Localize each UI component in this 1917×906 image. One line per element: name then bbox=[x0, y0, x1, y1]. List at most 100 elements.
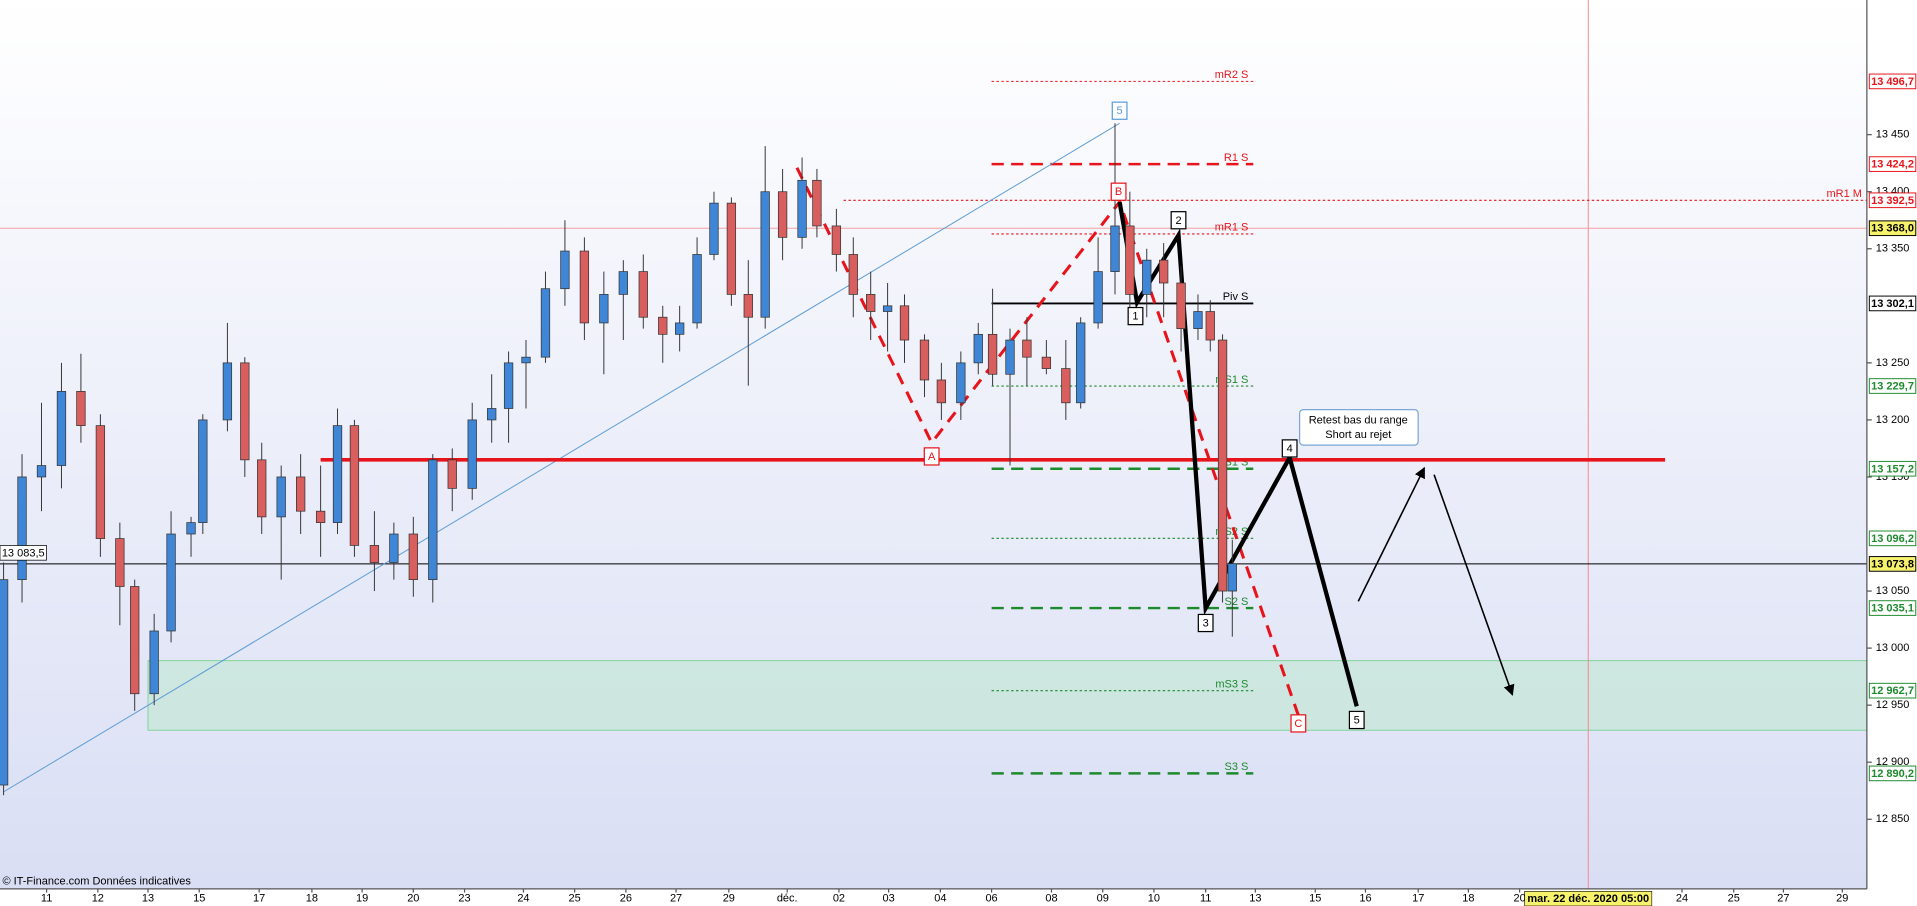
y-tick-label: 13 350 bbox=[1876, 243, 1910, 255]
candle-body bbox=[276, 476, 286, 518]
candle-body bbox=[296, 476, 306, 512]
candle-body bbox=[1125, 225, 1135, 295]
level-name: S2 S bbox=[1225, 596, 1249, 608]
wave-label-box bbox=[1110, 182, 1127, 201]
candle-body bbox=[1005, 339, 1015, 375]
annotation-line bbox=[3, 122, 1120, 793]
wave-label: 1 bbox=[1132, 311, 1138, 323]
candle-body bbox=[831, 225, 842, 255]
y-tick-label: 12 950 bbox=[1876, 699, 1910, 711]
candle-body bbox=[447, 459, 457, 489]
candle-body bbox=[222, 362, 233, 421]
x-axis-background bbox=[0, 888, 1867, 906]
candle-body bbox=[1217, 339, 1228, 592]
level-name: S3 S bbox=[1225, 761, 1249, 773]
price-box bbox=[1868, 220, 1917, 237]
x-tick-label: 15 bbox=[193, 893, 205, 905]
x-tick-label: 19 bbox=[356, 893, 368, 905]
price-box bbox=[1868, 600, 1917, 616]
x-tick-label: 29 bbox=[723, 893, 735, 905]
x-tick-label: 11 bbox=[41, 893, 52, 905]
x-tick-label: 11 bbox=[1200, 893, 1211, 905]
candle-body bbox=[1110, 225, 1120, 272]
y-tick-label: 12 850 bbox=[1876, 813, 1910, 825]
price-box-label: 13 229,7 bbox=[1871, 381, 1914, 393]
note-text: Retest bas du range bbox=[1309, 415, 1408, 427]
level-name: Piv S bbox=[1223, 291, 1249, 303]
price-box-label: 13 035,1 bbox=[1871, 603, 1914, 615]
candle-body bbox=[848, 254, 858, 295]
candle-body bbox=[919, 339, 930, 381]
footer: © IT-Finance.com Données indicatives bbox=[2, 875, 191, 887]
candle-body bbox=[936, 379, 947, 404]
candle-body bbox=[866, 294, 876, 312]
price-box-label: 13 073,8 bbox=[1871, 558, 1914, 570]
candle-body bbox=[1142, 259, 1152, 295]
candle-body bbox=[1205, 311, 1215, 341]
wave-label: 5 bbox=[1354, 715, 1360, 727]
wave-label-box bbox=[1348, 710, 1365, 730]
candle-body bbox=[349, 425, 360, 546]
candle-body bbox=[709, 202, 719, 255]
x-tick-label: 15 bbox=[1309, 893, 1321, 905]
x-tick-label: 18 bbox=[306, 893, 318, 905]
candle-body bbox=[36, 465, 47, 478]
wave-label-box bbox=[1111, 101, 1128, 120]
x-tick-label: 27 bbox=[670, 893, 682, 905]
candle-body bbox=[743, 294, 753, 318]
wave-label: 5 bbox=[1117, 105, 1123, 117]
y-tick-label: 13 050 bbox=[1876, 585, 1910, 597]
x-tick-label: 27 bbox=[1777, 893, 1789, 905]
wave-label: A bbox=[928, 451, 936, 463]
candle-body bbox=[503, 362, 514, 409]
wave-label-box bbox=[1197, 613, 1214, 633]
wave-label: 2 bbox=[1175, 215, 1181, 227]
price-box-label: 13 157,2 bbox=[1871, 463, 1914, 475]
wave-label-box bbox=[1281, 439, 1298, 458]
candle-body bbox=[882, 305, 893, 312]
y-tick-label: 12 900 bbox=[1876, 756, 1910, 768]
candle-body bbox=[658, 316, 668, 335]
candle-body bbox=[899, 305, 910, 341]
wave-label-box bbox=[1170, 211, 1187, 230]
x-tick-label: 24 bbox=[1676, 893, 1688, 905]
candle-body bbox=[428, 459, 438, 581]
candle-body bbox=[726, 202, 737, 295]
candle-body bbox=[257, 459, 267, 518]
price-box bbox=[1868, 460, 1917, 477]
crosshair-label: 13 083,5 bbox=[2, 547, 45, 559]
candle-body bbox=[115, 538, 125, 587]
x-tick-label: 20 bbox=[1513, 893, 1525, 905]
x-tick-label: 12 bbox=[92, 893, 104, 905]
candle-body bbox=[1159, 259, 1169, 284]
candle-body bbox=[369, 545, 380, 563]
x-tick-label: 10 bbox=[1148, 893, 1160, 905]
x-tick-label: 29 bbox=[1836, 893, 1848, 905]
price-box bbox=[1868, 765, 1917, 782]
wave-label-box bbox=[1290, 714, 1307, 733]
price-box-label: 13 096,2 bbox=[1871, 533, 1914, 545]
x-tick-label: 08 bbox=[1045, 893, 1057, 905]
x-tick-label: 20 bbox=[407, 893, 419, 905]
y-axis-background bbox=[1866, 0, 1917, 906]
candle-body bbox=[692, 254, 702, 324]
x-tick-label: 16 bbox=[1359, 893, 1371, 905]
annotation-line bbox=[1433, 474, 1515, 696]
candle-body bbox=[56, 391, 67, 466]
price-box bbox=[1868, 156, 1917, 172]
candle-body bbox=[0, 579, 9, 786]
wave-label: C bbox=[1294, 718, 1302, 730]
candle-body bbox=[987, 333, 998, 375]
candle-body bbox=[1093, 271, 1103, 324]
x-tick-label: 17 bbox=[253, 893, 265, 905]
x-tick-label: 25 bbox=[569, 893, 581, 905]
candle-body bbox=[618, 271, 628, 295]
price-box bbox=[1868, 530, 1917, 547]
cursor-label: mar. 22 déc. 2020 05:00 bbox=[1527, 893, 1649, 905]
price-box bbox=[1868, 682, 1917, 699]
level-name: mR2 S bbox=[1215, 69, 1249, 81]
price-box-label: 13 496,7 bbox=[1871, 76, 1914, 88]
price-box-label: 12 890,2 bbox=[1871, 768, 1914, 780]
